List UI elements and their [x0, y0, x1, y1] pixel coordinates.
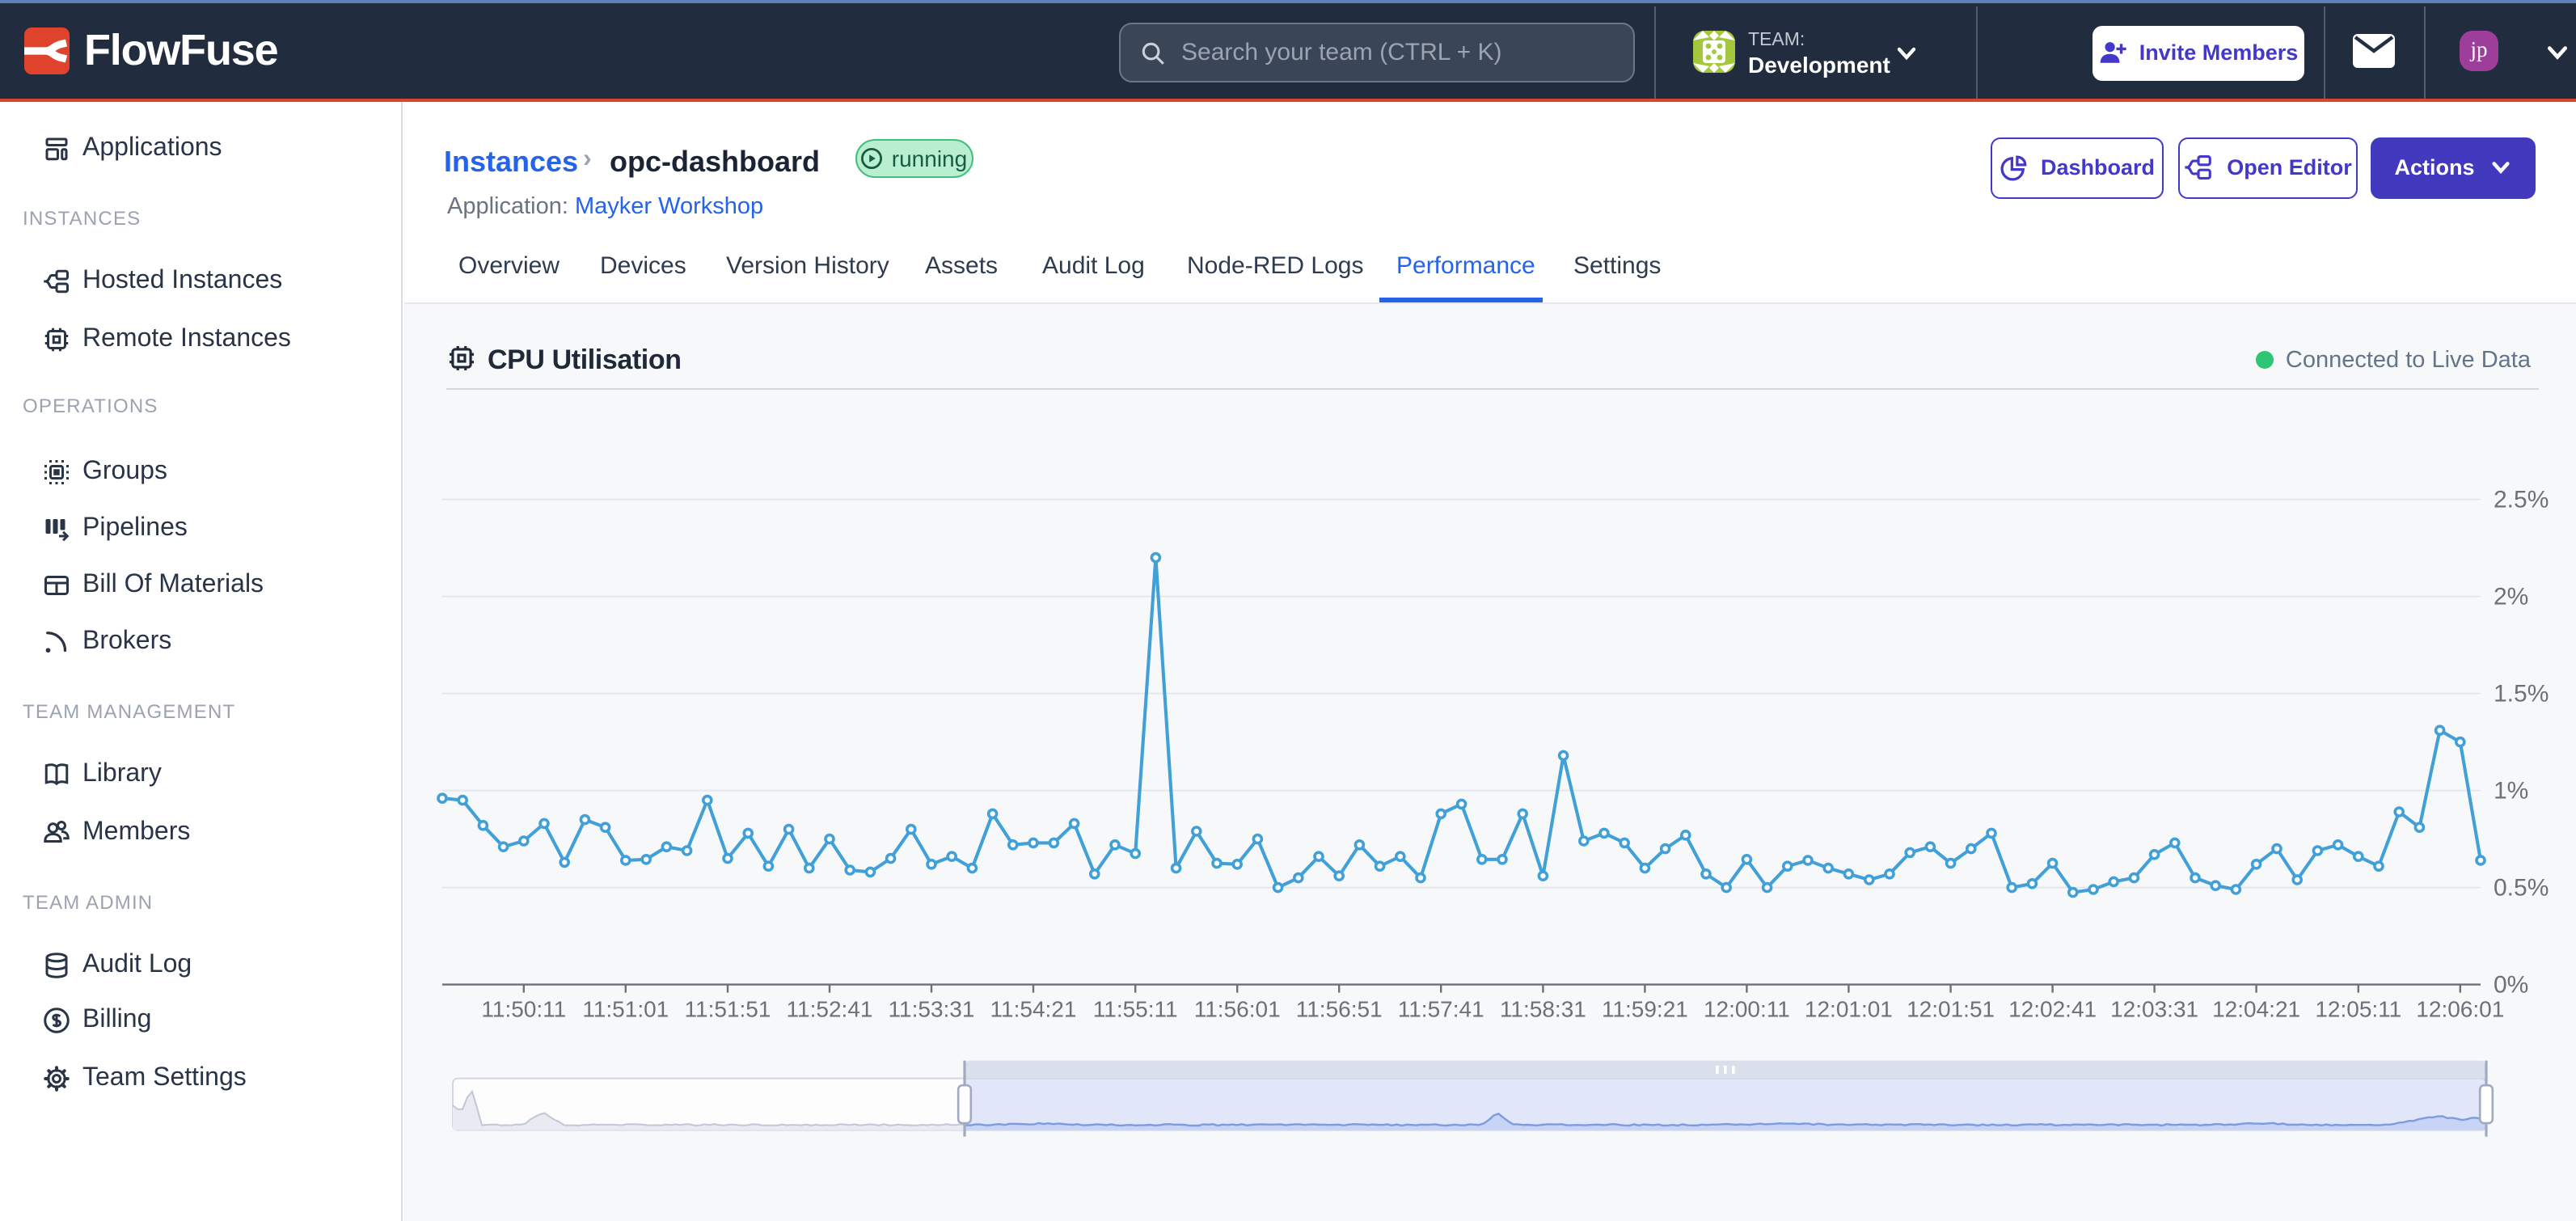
- svg-text:2.5%: 2.5%: [2493, 487, 2548, 513]
- svg-text:12:01:51: 12:01:51: [1906, 997, 1994, 1022]
- svg-text:12:05:11: 12:05:11: [2314, 997, 2401, 1022]
- svg-text:11:50:11: 11:50:11: [480, 997, 565, 1022]
- svg-text:12:00:11: 12:00:11: [1703, 997, 1789, 1022]
- svg-text:11:59:21: 11:59:21: [1601, 997, 1687, 1022]
- svg-text:11:56:51: 11:56:51: [1295, 997, 1382, 1022]
- svg-text:11:58:31: 11:58:31: [1499, 997, 1586, 1022]
- svg-text:1%: 1%: [2493, 778, 2527, 805]
- svg-text:2%: 2%: [2493, 584, 2527, 610]
- svg-text:12:02:41: 12:02:41: [2008, 997, 2096, 1022]
- svg-text:11:55:11: 11:55:11: [1092, 997, 1177, 1022]
- svg-text:12:01:01: 12:01:01: [1804, 997, 1892, 1022]
- svg-text:11:53:31: 11:53:31: [888, 997, 974, 1022]
- svg-text:11:51:01: 11:51:01: [581, 997, 668, 1022]
- svg-text:11:56:01: 11:56:01: [1193, 997, 1280, 1022]
- svg-text:12:06:01: 12:06:01: [2415, 997, 2503, 1022]
- svg-text:0%: 0%: [2493, 972, 2527, 999]
- svg-text:11:57:41: 11:57:41: [1397, 997, 1484, 1022]
- svg-text:1.5%: 1.5%: [2493, 681, 2548, 708]
- svg-text:12:03:31: 12:03:31: [2109, 997, 2198, 1022]
- svg-text:11:52:41: 11:52:41: [786, 997, 872, 1022]
- svg-text:0.5%: 0.5%: [2493, 875, 2548, 902]
- svg-text:11:51:51: 11:51:51: [684, 997, 771, 1022]
- svg-text:12:04:21: 12:04:21: [2211, 997, 2299, 1022]
- svg-text:11:54:21: 11:54:21: [990, 997, 1076, 1022]
